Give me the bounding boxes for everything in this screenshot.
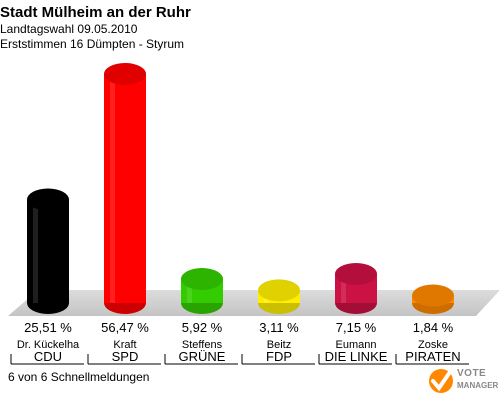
- chart-subtitle-district: Erststimmen 16 Dümpten - Styrum: [0, 37, 185, 51]
- reporting-status: 6 von 6 Schnellmeldungen: [8, 370, 150, 384]
- logo-text-vote: VOTE: [457, 368, 487, 379]
- bar-grüne: [181, 267, 223, 314]
- value-label: 1,84 %: [413, 320, 454, 335]
- value-label: 5,92 %: [182, 320, 223, 335]
- logo-text-manager: MANAGER: [457, 381, 499, 390]
- bar-die-linke: [335, 263, 377, 314]
- party-label: SPD: [112, 349, 139, 364]
- party-label: CDU: [34, 349, 62, 364]
- party-label: PIRATEN: [405, 349, 460, 364]
- candidate-label: Dr. Kückelha: [17, 339, 80, 351]
- value-label: 25,51 %: [24, 320, 72, 335]
- candidate-label: Kraft: [113, 339, 136, 351]
- candidate-label: Steffens: [182, 339, 223, 351]
- bar-cdu: [27, 188, 69, 314]
- value-label: 56,47 %: [101, 320, 149, 335]
- bar-piraten: [412, 284, 454, 314]
- bar-fdp: [258, 279, 300, 314]
- candidate-label: Eumann: [336, 339, 377, 351]
- value-label: 3,11 %: [259, 320, 299, 335]
- value-label: 7,15 %: [336, 320, 377, 335]
- chart-subtitle: Landtagswahl 09.05.2010: [0, 22, 138, 36]
- votemanager-logo: [429, 369, 453, 393]
- bar-spd: [104, 63, 146, 314]
- party-label: FDP: [266, 349, 292, 364]
- candidate-label: Beitz: [267, 339, 291, 351]
- candidate-label: Zoske: [418, 339, 448, 351]
- chart-title: Stadt Mülheim an der Ruhr: [0, 4, 191, 21]
- party-label: DIE LINKE: [325, 349, 388, 364]
- party-label: GRÜNE: [179, 349, 226, 364]
